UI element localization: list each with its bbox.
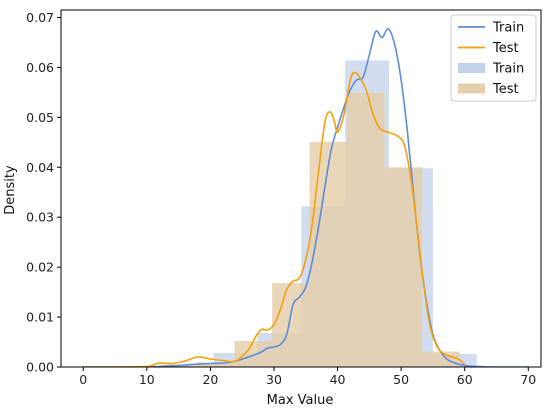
y-tick-label: 0.04 [26, 160, 54, 175]
hist-bar-test-6 [384, 167, 423, 367]
x-tick-label: 20 [202, 372, 218, 387]
axes: 0 10 20 30 40 50 60 70 0.00 0.01 0.02 0.03 0.04 0.05 0… [26, 9, 542, 387]
x-tick-label: 0 [79, 372, 87, 387]
hist-bar-test-5 [347, 92, 385, 368]
legend-box [450, 14, 537, 102]
x-axis-label: Max Value [267, 393, 334, 408]
y-tick-label: 0.07 [26, 10, 54, 25]
y-tick-label: 0.06 [26, 60, 54, 75]
legend-swatch-patch [458, 63, 485, 73]
plot-area [83, 28, 529, 368]
hist-bar-test-1 [197, 362, 235, 367]
y-tick-label: 0.02 [26, 260, 54, 275]
legend-label: Test [492, 41, 519, 56]
x-tick-label: 10 [139, 372, 155, 387]
hist-bar-test-4 [309, 141, 348, 367]
hist-bar-test-3 [272, 283, 310, 367]
legend-label: Test [492, 82, 519, 97]
x-tick-label: 30 [266, 372, 282, 387]
legend: Train Test Train Test [450, 14, 537, 102]
y-axis-label: Density [3, 165, 18, 215]
x-tick-label: 50 [393, 372, 409, 387]
legend-label: Train [492, 21, 524, 36]
plot-frame [60, 9, 542, 368]
y-tick-label: 0.05 [26, 110, 54, 125]
y-tick-label: 0.00 [26, 360, 54, 375]
x-tick-label: 40 [330, 372, 346, 387]
histogram-test-1 [159, 92, 460, 368]
x-tick-label: 60 [457, 372, 473, 387]
x-tick-label: 70 [520, 372, 536, 387]
legend-swatch-patch [458, 83, 485, 94]
legend-label: Train [492, 62, 524, 77]
y-tick-label: 0.01 [26, 310, 54, 325]
hist-bar-test-2 [234, 341, 273, 367]
hist-bar-test-7 [422, 351, 460, 367]
kde-line-test [83, 71, 466, 367]
y-tick-label: 0.03 [26, 210, 54, 225]
